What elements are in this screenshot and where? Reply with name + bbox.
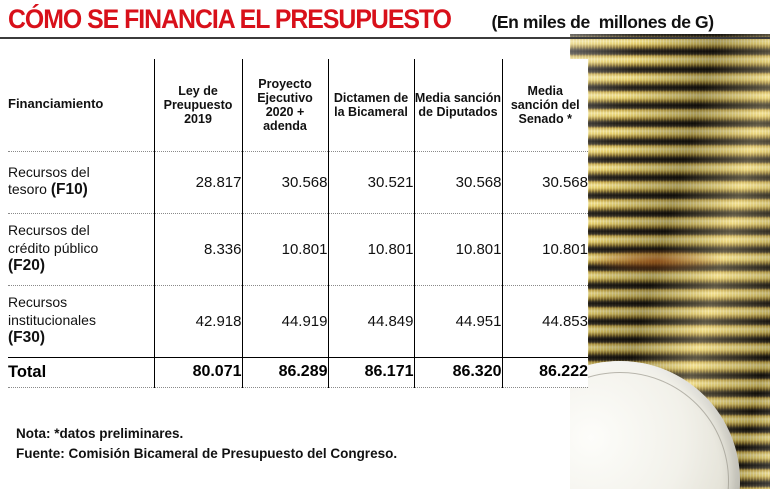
note-line: Nota: *datos preliminares. bbox=[16, 426, 184, 441]
cell-value: 30.568 bbox=[502, 151, 588, 214]
cell-value: 30.568 bbox=[414, 151, 503, 214]
column-header-media-sancion-diputados: Media sanción de Diputados bbox=[414, 59, 503, 152]
total-value: 86.222 bbox=[502, 356, 588, 388]
title-bar: CÓMO SE FINANCIA EL PRESUPUESTO (En miles… bbox=[0, 0, 770, 35]
row-code: (F20) bbox=[8, 256, 46, 274]
table-row: Recursos del crédito público (F20) 8.336… bbox=[8, 213, 588, 286]
header-row: Financiamiento Ley de Preupuesto 2019 Pr… bbox=[8, 59, 588, 152]
table-header: Financiamiento Ley de Preupuesto 2019 Pr… bbox=[8, 59, 588, 152]
coin-patina bbox=[586, 247, 726, 274]
cell-value: 42.918 bbox=[154, 285, 243, 358]
total-row: Total 80.071 86.289 86.171 86.320 86.222 bbox=[8, 356, 588, 388]
cell-value: 10.801 bbox=[242, 213, 329, 286]
total-value: 86.289 bbox=[242, 356, 329, 388]
cell-value: 44.853 bbox=[502, 285, 588, 358]
column-header-dictamen-bicameral: Dictamen de la Bicameral bbox=[328, 59, 415, 152]
column-header-ley-presupuesto-2019: Ley de Preupuesto 2019 bbox=[154, 59, 243, 152]
total-value: 86.320 bbox=[414, 356, 503, 388]
column-header-financiamiento: Financiamiento bbox=[8, 59, 155, 152]
total-label: Total bbox=[8, 356, 155, 388]
cell-value: 44.849 bbox=[328, 285, 415, 358]
row-label-line2: crédito público bbox=[8, 239, 99, 256]
total-value: 80.071 bbox=[154, 356, 243, 388]
cell-value: 28.817 bbox=[154, 151, 243, 214]
page-subtitle: (En miles de millones de G) bbox=[491, 12, 714, 32]
row-label-line1: Recursos del bbox=[8, 222, 90, 239]
source-line: Fuente: Comisión Bicameral de Presupuest… bbox=[16, 445, 398, 461]
row-label-f10: Recursos del tesoro (F10) bbox=[8, 151, 155, 214]
row-code: (F30) bbox=[8, 328, 46, 346]
row-label-line1: Recursos bbox=[8, 294, 68, 311]
row-label-line1: Recursos del bbox=[8, 164, 90, 180]
coin-stack-photo bbox=[570, 34, 770, 489]
cell-value: 10.801 bbox=[328, 213, 415, 286]
column-header-proyecto-ejecutivo-2020: Proyecto Ejecutivo 2020 + adenda bbox=[242, 59, 329, 152]
cell-value: 30.521 bbox=[328, 151, 415, 214]
cell-value: 8.336 bbox=[154, 213, 243, 286]
footnotes: Nota: *datos preliminares. Fuente: Comis… bbox=[16, 424, 397, 463]
table-row: Recursos institucionales (F30) 42.918 44… bbox=[8, 285, 588, 358]
row-label-f30: Recursos institucionales (F30) bbox=[8, 285, 155, 358]
row-label-line2: institucionales bbox=[8, 311, 96, 328]
cell-value: 10.801 bbox=[502, 213, 588, 286]
title-divider bbox=[0, 37, 770, 39]
table-row: Recursos del tesoro (F10) 28.817 30.568 … bbox=[8, 151, 588, 214]
cell-value: 44.919 bbox=[242, 285, 329, 358]
column-header-media-sancion-senado: Media sanción del Senado * bbox=[502, 59, 588, 152]
row-code: (F10) bbox=[50, 181, 88, 199]
table-body: Recursos del tesoro (F10) 28.817 30.568 … bbox=[8, 151, 588, 388]
total-value: 86.171 bbox=[328, 356, 415, 388]
cell-value: 44.951 bbox=[414, 285, 503, 358]
row-label-f20: Recursos del crédito público (F20) bbox=[8, 213, 155, 286]
page-title: CÓMO SE FINANCIA EL PRESUPUESTO bbox=[8, 4, 452, 34]
financing-table: Financiamiento Ley de Preupuesto 2019 Pr… bbox=[8, 59, 588, 388]
cell-value: 30.568 bbox=[242, 151, 329, 214]
cell-value: 10.801 bbox=[414, 213, 503, 286]
row-label-line2: tesoro bbox=[8, 181, 51, 198]
